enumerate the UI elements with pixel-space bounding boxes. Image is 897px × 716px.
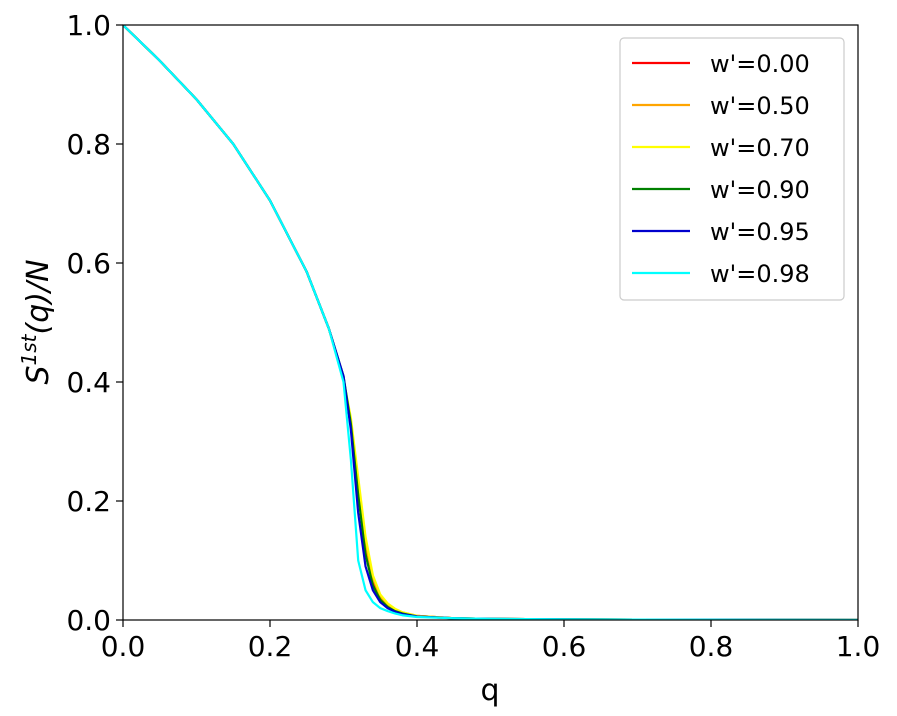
legend: w'=0.00 w'=0.50 w'=0.70 w'=0.90 w'=0.95 w'=0.…: [619, 37, 845, 301]
y-tick-label: 0.8: [66, 128, 111, 161]
y-axis-label-superscript: 1st: [17, 333, 41, 365]
x-tick-label: 0.6: [542, 630, 587, 663]
x-tick-label: 0.0: [101, 630, 146, 663]
y-axis-ticks: 0.0 0.2 0.4 0.6 0.8 1.0: [66, 9, 123, 637]
x-tick-label: 0.4: [395, 630, 440, 663]
x-tick-label: 1.0: [836, 630, 881, 663]
y-tick-label: 0.0: [66, 604, 111, 637]
series-line-5: [123, 25, 858, 620]
x-axis-ticks: 0.0 0.2 0.4 0.6 0.8 1.0: [101, 620, 881, 663]
legend-box: [619, 37, 845, 301]
y-axis-label: S1st(q)/N: [17, 259, 56, 384]
y-axis-label-base: S: [21, 365, 56, 384]
y-axis-label-rest: (q)/N: [21, 259, 56, 334]
y-tick-label: 1.0: [66, 9, 111, 42]
x-tick-label: 0.2: [248, 630, 293, 663]
legend-label-2: w'=0.70: [710, 134, 810, 162]
legend-label-0: w'=0.00: [710, 50, 810, 78]
y-tick-label: 0.6: [66, 247, 111, 280]
plot-frame: [122, 24, 859, 621]
legend-label-4: w'=0.95: [710, 218, 810, 246]
legend-label-3: w'=0.90: [710, 176, 810, 204]
series-layer: [123, 25, 858, 620]
y-tick-label: 0.4: [66, 366, 111, 399]
y-tick-label: 0.2: [66, 485, 111, 518]
legend-label-5: w'=0.98: [710, 260, 810, 288]
x-tick-label: 0.8: [689, 630, 734, 663]
x-axis-label: q: [480, 673, 499, 708]
legend-label-1: w'=0.50: [710, 92, 810, 120]
